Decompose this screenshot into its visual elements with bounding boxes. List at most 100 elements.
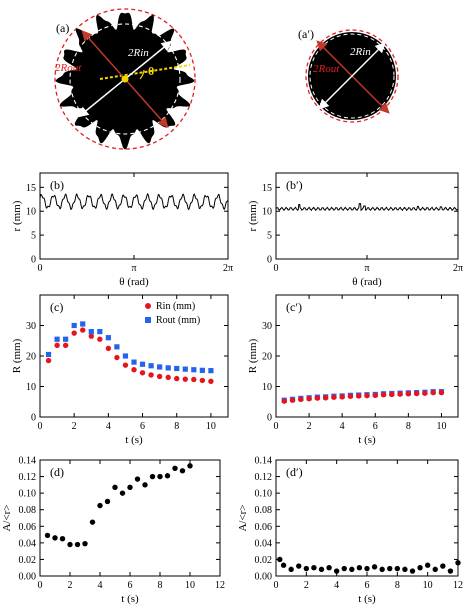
legend-marker [145,303,151,309]
data-point [372,392,378,399]
series-line [39,192,229,211]
data-point [288,566,294,573]
y-tick-label: 20 [262,352,272,363]
y-tick-label: 0.14 [255,456,273,467]
legend-marker [145,317,151,323]
data-point [179,468,186,474]
data-point [187,463,193,469]
data-point [59,536,66,542]
data-point-square [174,365,180,372]
data-point [422,390,428,396]
y-axis-label: A/<r> [237,504,249,531]
data-point [413,390,420,397]
y-tick-label: 0.10 [19,489,37,500]
y-tick-label: 0.06 [255,522,273,533]
chart-c-prime: 0 2 4 6 8 10 0 10 20 30 t (s) R (mm) (c′) [247,294,459,446]
y-axis-label: R (mm) [11,338,23,373]
data-point [364,392,370,399]
data-point [112,484,118,491]
x-axis-label: t (s) [125,434,143,446]
y-tick-label: 0.12 [255,472,273,483]
data-point [438,389,445,396]
x-tick-label: 8 [174,421,179,432]
plot-frame [39,172,229,260]
data-point [44,532,51,539]
legend-label: Rout (mm) [156,315,200,326]
data-point [82,540,88,547]
data-point [447,568,454,574]
data-point [89,519,96,525]
data-point [306,396,312,402]
data-point-square [191,367,197,373]
panel-label: (b) [50,178,64,192]
data-point [139,370,146,376]
x-tick-label: 8 [395,580,400,591]
data-point [289,397,296,403]
y-tick-label: 0.12 [19,472,37,483]
x-tick-label: 8 [406,421,411,432]
x-tick-label: 2π [453,263,463,274]
data-point [341,565,347,572]
plot-frame [275,459,459,577]
y-axis-label: r (mm) [11,200,23,231]
y-tick-label: 0 [267,413,272,424]
data-point [397,391,403,397]
data-point [164,473,171,479]
data-point [364,565,370,572]
x-tick-label: 2 [304,580,309,591]
data-point-square [105,335,111,341]
data-point [157,473,163,480]
plot-frame [275,172,459,260]
data-point [172,465,178,471]
data-point [119,490,126,496]
outer-circle-dashed [54,8,196,150]
data-point [387,565,393,572]
data-point [339,394,345,400]
x-tick-label: 8 [158,580,163,591]
x-tick-label: 6 [365,580,370,591]
data-point [156,373,163,380]
charts-layer: 0 π 2π 0 5 10 15 θ (rad) r (mm) (b) 0 π 2π 0 5 10 15 θ (r… [1,172,463,605]
data-point [174,375,180,382]
data-point [318,566,325,573]
data-point-square [97,329,103,335]
data-point [97,502,103,509]
data-point [394,565,401,572]
data-point [97,336,103,342]
theta-label: θ [148,64,154,78]
data-point-square [80,321,86,327]
y-tick-label: 20 [26,352,36,363]
y-tick-label: 15 [262,183,272,194]
data-point [281,398,287,404]
x-axis-label: t (s) [121,593,139,605]
data-point [349,566,355,573]
theta-arc [139,69,145,80]
data-point-square [139,361,146,367]
data-point-square [88,329,94,335]
data-point [122,362,129,368]
y-tick-label: 0 [31,255,36,266]
panel-label: (d′) [286,465,303,479]
panel-label: (b′) [286,178,303,192]
y-tick-label: 0.10 [255,489,273,500]
center-marker [121,75,129,83]
data-point [208,378,214,385]
x-tick-label: 10 [185,580,195,591]
data-point [455,560,461,566]
x-tick-label: 2 [307,421,312,432]
x-axis-label: t (s) [358,434,376,446]
y-tick-label: 0.08 [255,505,273,516]
chart-b-prime: 0 π 2π 0 5 10 15 θ (rad) r (mm) (b′) [247,172,463,288]
data-point [326,565,332,571]
data-point-square [114,344,120,350]
data-point [280,562,287,568]
x-axis-label: θ (rad) [352,276,382,288]
data-point [148,372,154,378]
data-point-square [131,359,137,365]
data-point [333,568,340,574]
y-tick-label: 0.04 [255,538,273,549]
y-tick-label: 0.00 [255,572,273,583]
data-point [298,396,304,403]
plot-frame [39,294,229,418]
x-tick-label: 10 [206,421,216,432]
